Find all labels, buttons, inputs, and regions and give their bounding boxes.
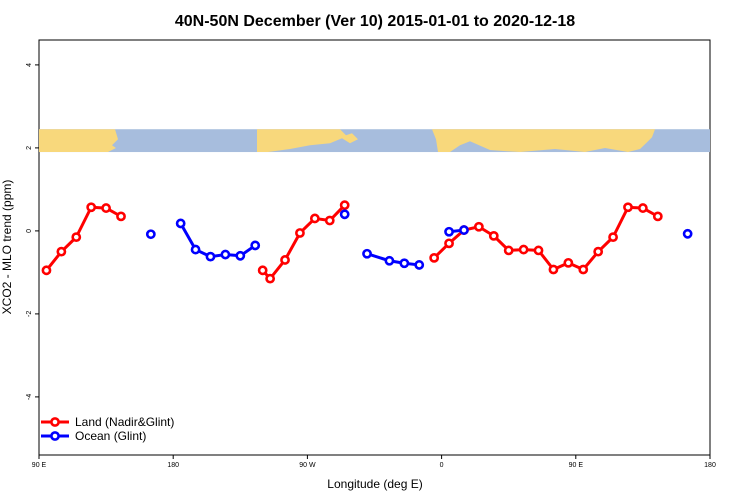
data-point <box>235 250 246 261</box>
x-tick-label: 90 E <box>32 462 47 469</box>
data-point <box>682 228 693 239</box>
data-point <box>503 245 514 256</box>
data-point <box>414 260 425 270</box>
legend: Land (Nadir&Glint)Ocean (Glint) <box>41 415 174 443</box>
series-line <box>261 204 346 281</box>
legend-marker <box>50 431 60 441</box>
data-point <box>101 203 111 213</box>
data-point <box>429 252 440 263</box>
x-tick-label: 180 <box>167 462 179 469</box>
data-point <box>116 211 126 222</box>
series-land <box>41 200 663 284</box>
data-point <box>518 244 529 255</box>
data-point <box>652 211 663 222</box>
x-tick-label: 90 E <box>569 462 584 469</box>
x-axis-label: Longitude (deg E) <box>327 477 422 491</box>
data-point <box>339 209 350 220</box>
land-shape <box>39 129 118 153</box>
legend-label: Land (Nadir&Glint) <box>75 415 174 429</box>
land-shape <box>257 129 358 153</box>
data-point <box>71 232 82 243</box>
data-point <box>638 203 648 213</box>
data-point <box>444 226 454 237</box>
x-tick-label: 90 W <box>299 462 316 469</box>
data-point <box>257 265 268 276</box>
data-point <box>399 258 410 269</box>
data-point <box>86 202 97 213</box>
data-point <box>250 240 261 251</box>
data-point <box>488 230 499 241</box>
data-point <box>444 238 454 249</box>
series-layer <box>41 200 693 284</box>
data-point <box>533 245 544 256</box>
data-point <box>578 264 589 275</box>
data-point <box>205 251 216 262</box>
plot-frame <box>38 39 711 456</box>
legend-label: Ocean (Glint) <box>75 429 146 443</box>
data-point <box>548 264 559 275</box>
data-point <box>623 202 633 213</box>
data-point <box>608 232 618 243</box>
data-point <box>220 249 231 260</box>
series-line <box>433 205 659 271</box>
series-ocean <box>145 209 693 270</box>
data-point <box>459 225 469 235</box>
y-tick-label: -4 <box>26 394 33 400</box>
data-point <box>563 257 574 268</box>
y-axis: -4 -2 0 2 4 <box>26 63 39 400</box>
data-point <box>473 221 484 232</box>
legend-marker <box>50 417 60 427</box>
y-tick-label: 4 <box>26 63 33 67</box>
data-point <box>265 273 276 284</box>
data-point <box>339 200 350 211</box>
data-point <box>56 246 67 257</box>
x-axis: 90 E 180 90 W 0 90 E 180 <box>32 455 716 469</box>
data-point <box>295 228 305 238</box>
data-point <box>280 255 290 265</box>
y-tick-label: 0 <box>26 229 33 233</box>
series-line <box>366 252 420 267</box>
data-point <box>41 265 52 276</box>
data-point <box>362 248 372 259</box>
land-shape <box>432 129 655 153</box>
series-line <box>45 205 122 272</box>
data-point <box>145 229 156 240</box>
data-point <box>309 213 320 224</box>
data-point <box>175 218 186 229</box>
data-point <box>593 246 604 257</box>
chart-title: 40N-50N December (Ver 10) 2015-01-01 to … <box>175 13 575 30</box>
data-point <box>190 244 201 255</box>
y-axis-label: XCO2 - MLO trend (ppm) <box>0 180 14 315</box>
world-map-strip <box>39 129 710 153</box>
y-tick-label: 2 <box>26 146 33 150</box>
x-tick-label: 0 <box>440 462 444 469</box>
data-point <box>384 255 395 266</box>
data-point <box>324 215 335 226</box>
x-tick-label: 180 <box>704 462 716 469</box>
y-tick-label: -2 <box>26 311 33 317</box>
